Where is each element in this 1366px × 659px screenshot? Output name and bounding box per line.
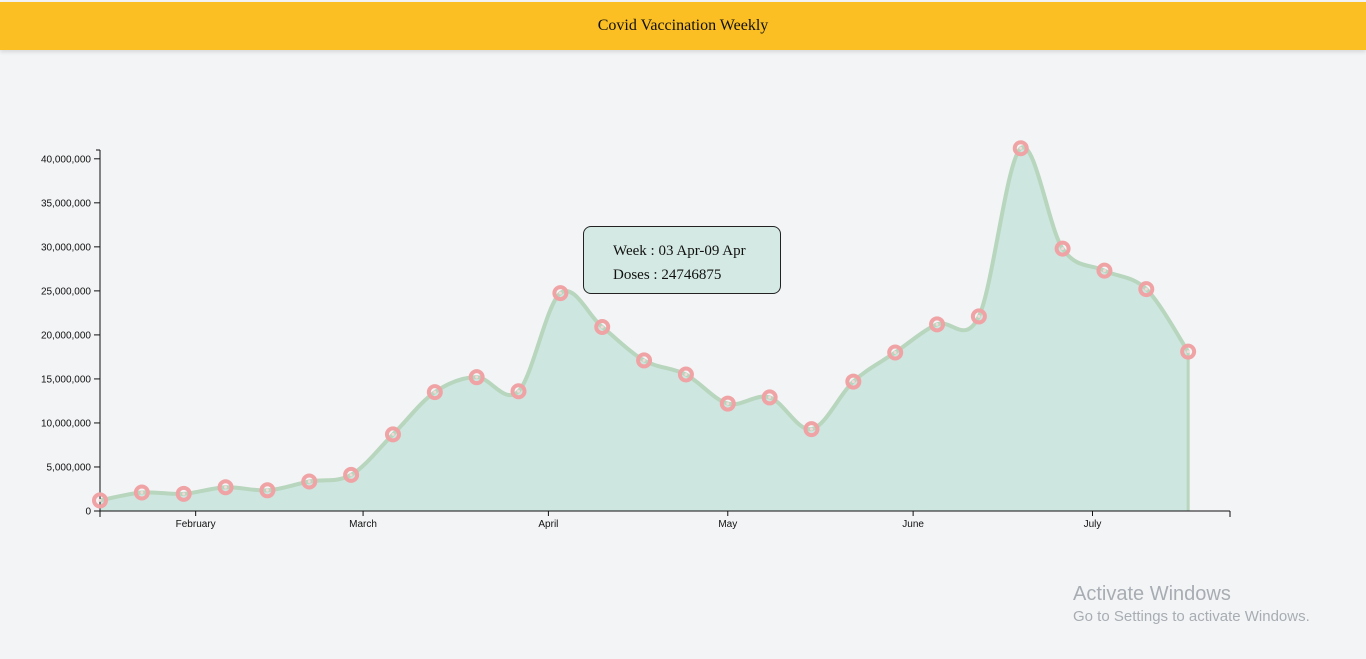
data-point (217, 479, 234, 496)
data-point (468, 369, 485, 386)
x-tick-label: February (176, 519, 216, 530)
data-point-center (851, 380, 855, 384)
data-point (92, 492, 108, 509)
data-point (1012, 140, 1029, 157)
data-point-center (182, 492, 186, 496)
data-point-center (349, 473, 353, 477)
data-point-center (726, 402, 730, 406)
data-point-center (558, 291, 562, 295)
tooltip-week: Week : 03 Apr-09 Apr (613, 243, 746, 259)
data-point (175, 485, 192, 502)
y-tick-label: 40,000,000 (41, 154, 91, 165)
windows-activation-watermark: Activate Windows Go to Settings to activ… (1073, 582, 1310, 628)
y-tick-label: 5,000,000 (47, 462, 92, 473)
y-tick-label: 10,000,000 (41, 418, 91, 429)
data-tooltip: Week : 03 Apr-09 Apr Doses : 24746875 (583, 226, 781, 294)
watermark-title: Activate Windows (1073, 583, 1231, 605)
data-point (1096, 262, 1113, 279)
series-line (99, 145, 1190, 503)
data-point-center (98, 498, 102, 502)
tooltip-doses: Doses : 24746875 (613, 267, 722, 283)
data-point (845, 373, 862, 390)
y-tick-label: 25,000,000 (41, 286, 91, 297)
data-point-center (642, 358, 646, 362)
data-point-center (475, 375, 479, 379)
y-tick-label: 20,000,000 (41, 330, 91, 341)
data-point-center (768, 395, 772, 399)
data-point (970, 308, 987, 325)
y-tick-label: 15,000,000 (41, 374, 91, 385)
data-point (636, 352, 653, 369)
data-point-center (1186, 350, 1190, 354)
data-point-center (224, 485, 228, 489)
page-title: Covid Vaccination Weekly (597, 17, 769, 34)
data-point-center (1061, 247, 1065, 251)
data-point (259, 482, 276, 499)
x-tick-label: April (538, 519, 558, 530)
data-point-center (1144, 287, 1148, 291)
data-point-center (1019, 146, 1023, 150)
data-point (343, 466, 360, 483)
data-point (301, 473, 318, 490)
data-point-center (140, 491, 144, 495)
y-tick-label: 35,000,000 (41, 198, 91, 209)
data-point (426, 384, 443, 401)
data-point-center (391, 432, 395, 436)
header-bar: Covid Vaccination Weekly (0, 2, 1366, 50)
data-point (1054, 240, 1071, 257)
data-point-center (893, 351, 897, 355)
data-point (887, 344, 904, 361)
data-point-center (977, 314, 981, 318)
data-point (1138, 281, 1155, 298)
x-tick-label: July (1084, 519, 1102, 530)
data-point-center (433, 390, 437, 394)
x-tick-label: June (902, 519, 924, 530)
y-tick-label: 30,000,000 (41, 242, 91, 253)
data-point-center (1102, 269, 1106, 273)
area-fill (100, 147, 1189, 511)
data-point (384, 426, 401, 443)
watermark-subtitle: Go to Settings to activate Windows. (1073, 608, 1310, 625)
data-point (929, 316, 946, 333)
data-point (803, 421, 820, 438)
data-point (552, 285, 569, 302)
data-point (510, 383, 527, 400)
data-point-center (307, 480, 311, 484)
data-point-center (265, 488, 269, 492)
data-point-center (517, 389, 521, 393)
data-point-center (809, 427, 813, 431)
data-point-center (684, 373, 688, 377)
data-point (1180, 343, 1197, 360)
x-tick-label: March (349, 519, 377, 530)
data-point (719, 395, 736, 412)
data-point (594, 318, 611, 335)
data-point (133, 484, 150, 501)
y-tick-label: 0 (85, 507, 91, 518)
data-point-center (935, 322, 939, 326)
data-point (677, 366, 694, 383)
x-tick-label: May (718, 519, 737, 530)
data-point (761, 389, 778, 406)
data-point-center (600, 325, 604, 329)
